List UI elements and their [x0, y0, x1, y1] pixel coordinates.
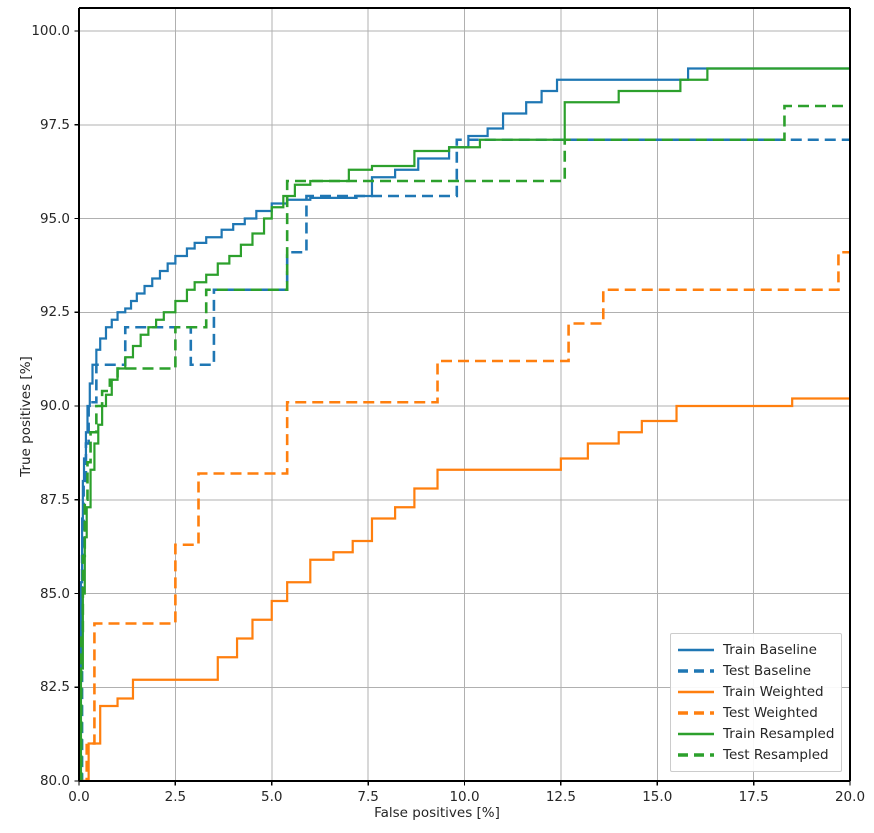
series-line-train-baseline	[79, 67, 850, 781]
data-curves	[79, 67, 850, 781]
legend-item-label: Train Baseline	[723, 641, 817, 658]
x-tick-label: 10.0	[449, 789, 480, 805]
y-axis-label: True positives [%]	[18, 356, 34, 477]
legend-item[interactable]: Test Weighted	[677, 702, 835, 723]
legend-line-swatch-icon	[677, 685, 715, 699]
legend-item[interactable]: Train Baseline	[677, 639, 835, 660]
legend-item-label: Test Baseline	[723, 662, 812, 679]
legend-line-swatch-icon	[677, 643, 715, 657]
x-tick-label: 20.0	[834, 789, 866, 805]
series-line-train-weighted	[79, 397, 850, 781]
legend-line-swatch-icon	[677, 664, 715, 678]
x-tick-label: 17.5	[738, 789, 769, 805]
legend-item-label: Train Resampled	[723, 725, 835, 742]
legend-item[interactable]: Train Resampled	[677, 723, 835, 744]
legend-item-label: Test Weighted	[723, 704, 818, 721]
y-tick-label: 80.0	[39, 773, 70, 789]
y-tick-label: 95.0	[39, 210, 70, 227]
y-tick-label: 92.5	[39, 304, 70, 321]
x-tick-label: 12.5	[545, 789, 576, 805]
x-tick-label: 15.0	[642, 789, 673, 805]
legend-line-swatch-icon	[677, 748, 715, 762]
legend-line-swatch-icon	[677, 727, 715, 741]
legend-item[interactable]: Test Baseline	[677, 660, 835, 681]
series-line-test-resampled	[79, 104, 850, 781]
y-tick-label: 82.5	[39, 679, 70, 696]
legend-item-label: Test Resampled	[723, 746, 829, 763]
legend-item-label: Train Weighted	[723, 683, 824, 700]
x-tick-label: 2.5	[164, 789, 187, 805]
x-tick-label: 5.0	[261, 789, 283, 805]
y-tick-label: 97.5	[39, 116, 70, 133]
tick-marks	[74, 30, 851, 786]
y-tick-label: 90.0	[39, 398, 70, 414]
y-tick-label: 85.0	[39, 585, 70, 602]
legend-item[interactable]: Train Weighted	[677, 681, 835, 702]
series-line-train-resampled	[79, 67, 850, 781]
x-tick-label: 0.0	[68, 789, 90, 805]
legend-line-swatch-icon	[677, 706, 715, 720]
x-axis-label: False positives [%]	[374, 805, 500, 821]
series-line-test-weighted	[79, 250, 850, 781]
y-tick-label: 100.0	[31, 23, 70, 39]
y-tick-label: 87.5	[39, 491, 70, 508]
legend-item[interactable]: Test Resampled	[677, 744, 835, 765]
x-tick-label: 7.5	[357, 789, 379, 805]
chart-legend: Train Baseline Test Baseline Train Weighte…	[670, 633, 842, 772]
